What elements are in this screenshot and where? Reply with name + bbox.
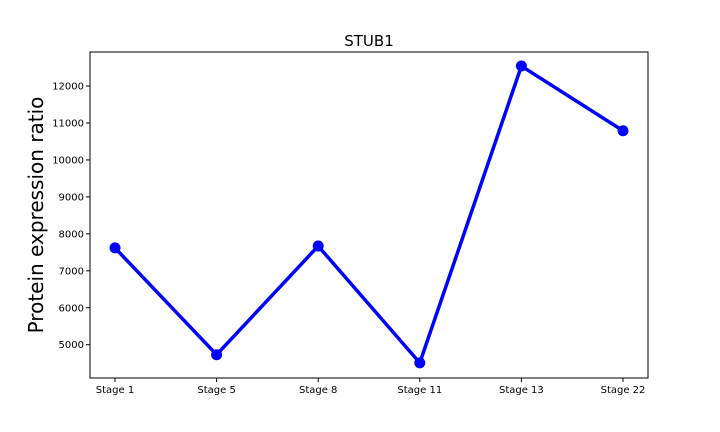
x-tick-label: Stage 8 [299, 385, 337, 396]
series-line [113, 64, 624, 365]
data-point [211, 349, 223, 361]
data-point [312, 240, 324, 252]
chart-title: STUB1 [344, 32, 394, 50]
data-point [515, 60, 527, 72]
data-series [109, 60, 629, 369]
y-tick-label: 9000 [59, 192, 84, 203]
data-point [414, 357, 426, 369]
y-tick-label: 5000 [59, 340, 84, 351]
x-axis: Stage 1 Stage 5 Stage 8 Stage 11 Stage 13 Sta… [96, 378, 646, 396]
data-point [109, 242, 121, 254]
y-tick-label: 8000 [59, 229, 84, 240]
y-tick-label: 7000 [59, 266, 84, 277]
y-tick-label: 10000 [52, 155, 84, 166]
x-tick-label: Stage 1 [96, 385, 134, 396]
y-tick-label: 12000 [52, 82, 84, 93]
data-point [617, 125, 629, 137]
y-tick-label: 6000 [59, 303, 84, 314]
x-tick-label: Stage 11 [397, 385, 442, 396]
y-axis-label: Protein expression ratio [24, 97, 48, 334]
y-axis: 5000 6000 7000 8000 9000 10000 11000 12000 [52, 82, 90, 351]
y-tick-label: 11000 [52, 118, 84, 129]
x-tick-label: Stage 5 [197, 385, 235, 396]
plot-area [89, 51, 649, 379]
x-tick-label: Stage 22 [601, 385, 646, 396]
x-tick-label: Stage 13 [499, 385, 544, 396]
